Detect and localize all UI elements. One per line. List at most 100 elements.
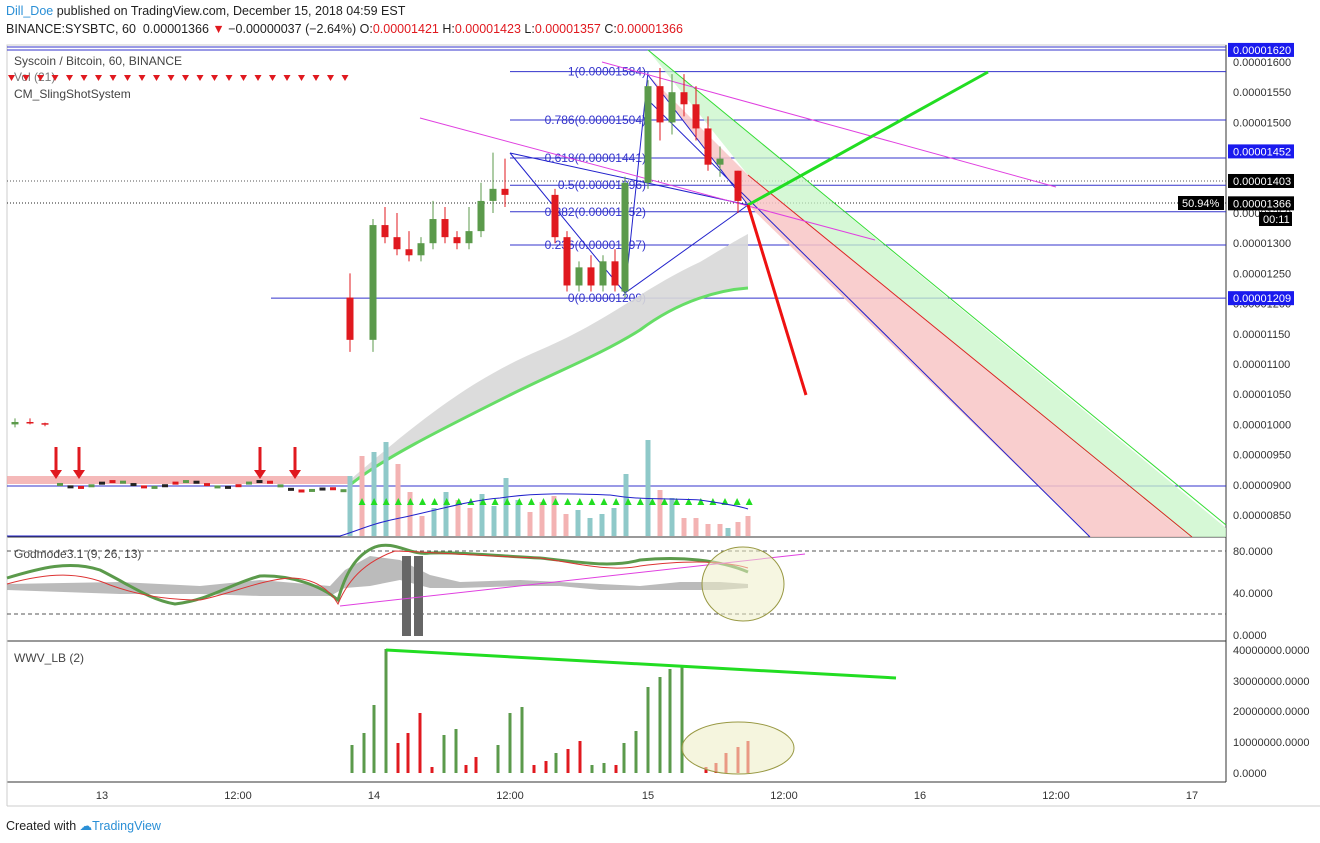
volume-bar [599, 514, 605, 536]
fib-level-label: 0.786(0.00001504) [545, 113, 646, 127]
tradingview-brand[interactable]: TradingView [92, 819, 161, 833]
time-tick-label: 13 [96, 790, 108, 802]
legend-triangle [167, 75, 175, 81]
wwv-bar [634, 731, 638, 773]
volume-bar [539, 502, 545, 536]
legend-triangle [341, 75, 349, 81]
legend-triangle [182, 75, 189, 81]
time-axis[interactable]: 13 12:00 14 12:00 15 12:00 16 12:00 17 [96, 790, 1198, 802]
volume-bar [407, 492, 413, 536]
buy-triangle [443, 498, 451, 505]
fib-level-label: 1(0.00001584) [568, 65, 646, 79]
small-candles [57, 480, 347, 493]
wwv-bar [442, 735, 446, 773]
candle-body [644, 86, 652, 183]
close-value: 0.00001366 [616, 22, 683, 36]
fib-diagonal [624, 204, 749, 294]
legend-triangle [254, 75, 262, 81]
buy-triangle [745, 498, 753, 505]
candles[interactable] [11, 68, 742, 428]
price-label-bg [1228, 42, 1294, 57]
time-tick-label: 15 [642, 790, 654, 802]
time-tick-label: 12:00 [496, 790, 524, 802]
wwv-bar [418, 713, 422, 773]
small-candle [277, 484, 284, 488]
fib-level-label: 0.618(0.00001441) [545, 151, 646, 165]
author-link[interactable]: Dill_Doe [6, 4, 54, 18]
volume-bar [515, 500, 521, 536]
fib-level-label: 0.382(0.00001352) [545, 205, 646, 219]
candle-body [656, 86, 664, 123]
volume-bar [657, 490, 663, 536]
price-tick-label: 0.00001150 [1233, 329, 1290, 341]
buy-triangle [636, 498, 644, 505]
small-candle [183, 480, 189, 484]
candle-body [405, 249, 413, 256]
volume-bar [681, 518, 687, 536]
buy-triangle [733, 498, 741, 505]
wwv-bar [544, 761, 548, 773]
price-tick-label: 0.00001300 [1233, 238, 1291, 250]
created-with-text: Created with [6, 819, 77, 833]
legend-triangle [312, 75, 320, 81]
sell-arrow-head [289, 470, 301, 479]
small-candle [225, 485, 231, 489]
wwv-bar [384, 649, 388, 773]
symbol-name: BINANCE:SYSBTC, 60 [6, 22, 136, 36]
small-candle [309, 488, 315, 492]
price-tick-label: 0.00000900 [1233, 480, 1291, 492]
time-tick-label: 12:00 [770, 790, 798, 802]
wwv-bar [464, 765, 468, 773]
small-candle [193, 480, 200, 484]
buy-triangle [685, 498, 693, 505]
buy-triangle [564, 498, 572, 505]
buy-triangle [406, 498, 414, 505]
buy-triangle [394, 498, 402, 505]
buy-triangle [673, 498, 681, 505]
wwv-tick-label: 10000000.0000 [1233, 737, 1309, 749]
candle-body [734, 170, 742, 201]
wwv-bar [566, 749, 570, 773]
oscillator-pane [6, 543, 1226, 636]
tradingview-logo-icon[interactable]: ☁ [79, 819, 93, 833]
sell-arrow-head [50, 470, 62, 479]
wwv-tick-label: 0.0000 [1233, 768, 1267, 780]
volume-bar [503, 478, 509, 536]
wwv-bar [680, 665, 684, 773]
legend-triangle [51, 75, 59, 81]
volume-bar [359, 456, 365, 536]
legend-triangle [8, 75, 15, 81]
buy-triangle [419, 498, 426, 505]
legend-triangle [95, 75, 102, 81]
buy-triangle [467, 498, 475, 505]
published-text: published on TradingView.com, December 1… [56, 4, 406, 18]
price-tick-label: 0.00001250 [1233, 268, 1291, 280]
candle-body [41, 423, 49, 425]
volume-bar [669, 498, 675, 536]
low-value: 0.00001357 [534, 22, 601, 36]
volume-bar [705, 524, 711, 536]
wwv-bar [350, 745, 354, 773]
wwv-bar [646, 687, 650, 773]
legend-triangle [109, 75, 117, 81]
open-value: 0.00001421 [372, 22, 439, 36]
candle-body [369, 225, 377, 340]
time-tick-label: 12:00 [1042, 790, 1070, 802]
last-price: 0.00001366 [142, 22, 209, 36]
candle-body [417, 243, 425, 256]
price-tick-label: 0.00000850 [1233, 510, 1291, 522]
buy-triangle [431, 498, 439, 505]
wwv-tick-label: 20000000.0000 [1233, 706, 1309, 718]
wwv-bar [532, 765, 536, 773]
price-axis[interactable]: 0.000016000.000015500.000015000.00001450… [1233, 57, 1291, 522]
buy-triangle [455, 498, 463, 505]
high-label: H: [442, 22, 455, 36]
wwv-bar [396, 743, 400, 773]
bullish-projection-line [747, 70, 989, 207]
fib-diagonal-2 [509, 152, 749, 206]
descending-channel [419, 49, 1227, 538]
volume-bar [443, 492, 449, 536]
small-candle [204, 483, 210, 487]
volume-bar [563, 514, 569, 536]
